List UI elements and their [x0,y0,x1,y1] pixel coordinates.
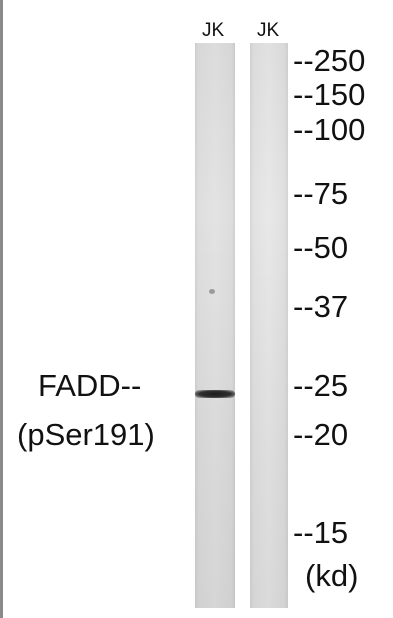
lane-2-shading [250,43,288,608]
blot-lane-2 [250,43,288,608]
marker-25: --25 [293,368,349,403]
marker-37: --37 [293,289,349,324]
lane-1-shading [195,43,235,608]
marker-15: --15 [293,515,349,550]
marker-50: --50 [293,230,349,265]
marker-75: --75 [293,176,349,211]
lane-1-label: JK [202,20,225,41]
lane-2-label: JK [257,20,280,41]
protein-name-label: FADD-- [38,368,142,403]
lane-1-speck [209,289,215,294]
fadd-band [195,390,235,398]
blot-lane-1 [195,43,235,608]
marker-100: --100 [293,112,366,147]
marker-250: --250 [293,43,366,78]
marker-150: --150 [293,77,366,112]
marker-20: --20 [293,417,349,452]
unit-label: (kd) [305,558,359,593]
phospho-site-label: (pSer191) [17,417,155,452]
